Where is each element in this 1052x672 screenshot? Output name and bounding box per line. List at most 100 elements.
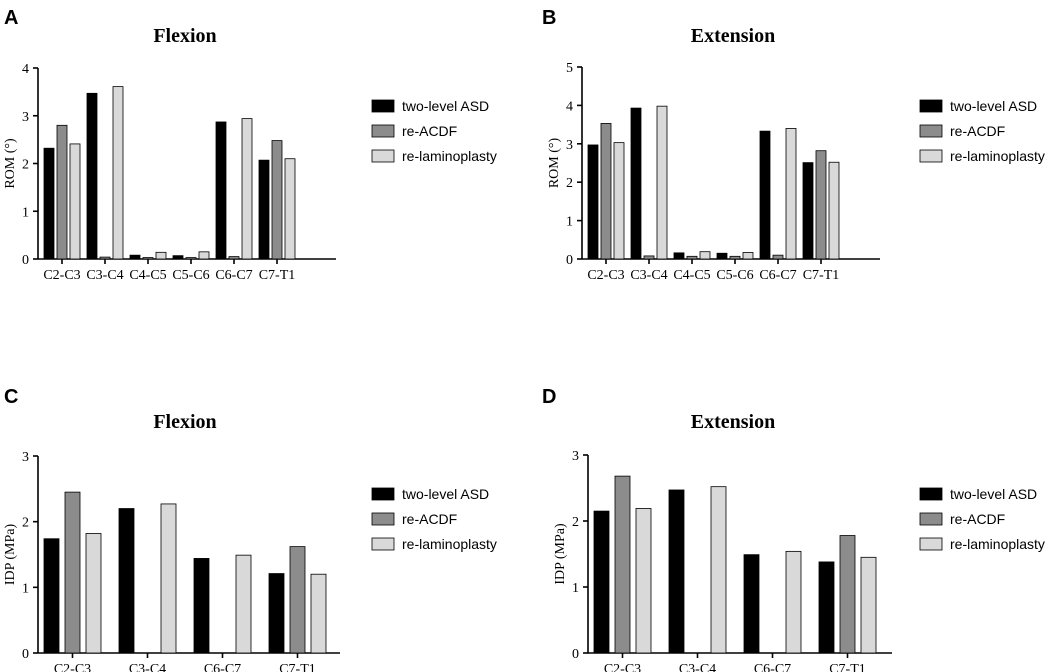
panel-d: D Extension 0 1 2 3 IDP (MPa) C2-C3 C3-C4 C6-C7 C7… (542, 386, 1045, 672)
x-tick-label: C5-C6 (716, 268, 753, 283)
legend-swatch-re-laminoplasty (371, 149, 395, 163)
y-tick-label: 0 (572, 647, 579, 662)
bar-re-acdf-c2-c3 (64, 491, 81, 654)
legend-swatch-re-acdf (919, 124, 943, 138)
x-tick-label: C7-T1 (259, 268, 296, 283)
bar-re-laminoplasty-c4-c5 (699, 251, 711, 260)
bar-re-acdf-c4-c5 (686, 255, 698, 260)
y-axis-label: ROM (°) (3, 138, 18, 189)
bar-re-laminoplasty-c2-c3 (85, 533, 102, 654)
x-tick-label: C5-C6 (172, 268, 209, 283)
legend-swatch-two-level-asd (371, 487, 395, 501)
bar-re-laminoplasty-c3-c4 (112, 86, 124, 260)
bar-re-laminoplasty-c7-t1 (284, 158, 296, 260)
x-tick-label: C2-C3 (54, 662, 91, 672)
y-tick-label: 4 (22, 62, 29, 77)
legend-swatch-re-laminoplasty (919, 149, 943, 163)
legend-label: re-ACDF (950, 511, 1005, 527)
bar-two-level-asd-c2-c3 (587, 144, 599, 260)
x-tick-label: C3-C4 (86, 268, 123, 283)
bar-re-acdf-c3-c4 (643, 255, 655, 260)
panel-b: B Extension 0 1 2 3 4 5 ROM (°) C2-C3 C3-C4 C4-C5 C5… (542, 7, 1045, 283)
chart-title: Flexion (153, 411, 216, 433)
bar-re-acdf-c5-c6 (729, 255, 741, 260)
x-tick-label: C4-C5 (129, 268, 166, 283)
y-tick-label: 1 (22, 205, 29, 220)
x-tick-label: C3-C4 (679, 662, 716, 672)
y-tick-label: 2 (572, 515, 579, 530)
bar-two-level-asd-c4-c5 (673, 252, 685, 260)
bar-two-level-asd-c2-c3 (43, 538, 60, 654)
bar-two-level-asd-c4-c5 (129, 254, 141, 260)
y-axis-label: ROM (°) (547, 138, 562, 189)
bar-two-level-asd-c3-c4 (86, 92, 98, 260)
x-tick-label: C7-T1 (803, 268, 840, 283)
y-tick-label: 0 (22, 647, 29, 662)
bar-two-level-asd-c2-c3 (43, 147, 55, 260)
y-tick-label: 2 (22, 516, 29, 531)
y-tick-label: 3 (566, 138, 573, 153)
x-tick-label: C7-T1 (279, 662, 316, 672)
chart-title: Flexion (153, 25, 216, 47)
bar-re-laminoplasty-c7-t1 (860, 556, 877, 654)
y-tick-label: 1 (572, 581, 579, 596)
x-tick-label: C7-T1 (829, 662, 866, 672)
legend-swatch-re-acdf (919, 512, 943, 526)
bar-two-level-asd-c7-t1 (818, 561, 835, 654)
bar-re-acdf-c7-t1 (271, 140, 283, 260)
bar-re-laminoplasty-c5-c6 (742, 252, 754, 260)
bar-re-laminoplasty-c3-c4 (710, 486, 727, 654)
y-tick-label: 0 (22, 253, 29, 268)
x-tick-label: C2-C3 (587, 268, 624, 283)
bar-re-acdf-c4-c5 (142, 257, 154, 260)
bar-re-laminoplasty-c6-c7 (785, 550, 802, 654)
x-tick-label: C2-C3 (604, 662, 641, 672)
bar-re-acdf-c6-c7 (772, 254, 784, 260)
x-tick-label: C2-C3 (43, 268, 80, 283)
chart-title: Extension (691, 411, 775, 433)
legend-swatch-re-acdf (371, 124, 395, 138)
y-tick-label: 1 (566, 215, 573, 230)
legend-swatch-re-laminoplasty (919, 537, 943, 551)
bar-two-level-asd-c2-c3 (593, 510, 610, 654)
bar-re-acdf-c2-c3 (600, 123, 612, 260)
panel-label: C (4, 386, 18, 408)
y-tick-label: 5 (566, 61, 573, 76)
y-axis-label: IDP (MPa) (553, 523, 568, 585)
bar-re-acdf-c7-t1 (815, 150, 827, 260)
bar-two-level-asd-c5-c6 (172, 255, 184, 260)
bar-re-acdf-c3-c4 (99, 256, 111, 260)
legend-swatch-re-acdf (371, 512, 395, 526)
bar-two-level-asd-c3-c4 (668, 489, 685, 654)
x-tick-label: C6-C7 (204, 662, 241, 672)
x-tick-label: C6-C7 (754, 662, 791, 672)
legend-label: re-ACDF (402, 123, 457, 139)
bar-re-acdf-c7-t1 (839, 535, 856, 654)
y-tick-label: 2 (22, 158, 29, 173)
bar-re-laminoplasty-c7-t1 (310, 573, 327, 654)
panel-a: A Flexion 0 1 2 3 4 ROM (°) C2-C3 C3-C4 C4-C5 C5-C6… (3, 7, 497, 283)
bar-two-level-asd-c6-c7 (759, 130, 771, 260)
legend-label: re-ACDF (402, 511, 457, 527)
legend-label: two-level ASD (402, 486, 489, 502)
bar-re-laminoplasty-c6-c7 (785, 128, 797, 260)
y-tick-label: 0 (566, 253, 573, 268)
bar-re-acdf-c2-c3 (614, 475, 631, 654)
bar-re-laminoplasty-c7-t1 (828, 161, 840, 260)
y-tick-label: 3 (22, 450, 29, 465)
bar-re-acdf-c2-c3 (56, 124, 68, 260)
bar-re-acdf-c7-t1 (289, 546, 306, 654)
y-tick-label: 1 (22, 581, 29, 596)
panel-c: C Flexion 0 1 2 3 IDP (MPa) C2-C3 C3-C4 C6-C7 C7-T… (3, 386, 497, 672)
legend-swatch-re-laminoplasty (371, 537, 395, 551)
panel-label: D (542, 386, 556, 408)
bar-re-laminoplasty-c3-c4 (160, 503, 177, 654)
bar-re-laminoplasty-c2-c3 (69, 143, 81, 260)
x-tick-label: C6-C7 (215, 268, 252, 283)
legend-label: re-laminoplasty (402, 148, 497, 164)
bar-re-laminoplasty-c4-c5 (155, 251, 167, 260)
x-tick-label: C3-C4 (129, 662, 166, 672)
y-axis-label: IDP (MPa) (3, 524, 18, 586)
x-tick-label: C3-C4 (630, 268, 667, 283)
bar-re-laminoplasty-c2-c3 (613, 142, 625, 260)
